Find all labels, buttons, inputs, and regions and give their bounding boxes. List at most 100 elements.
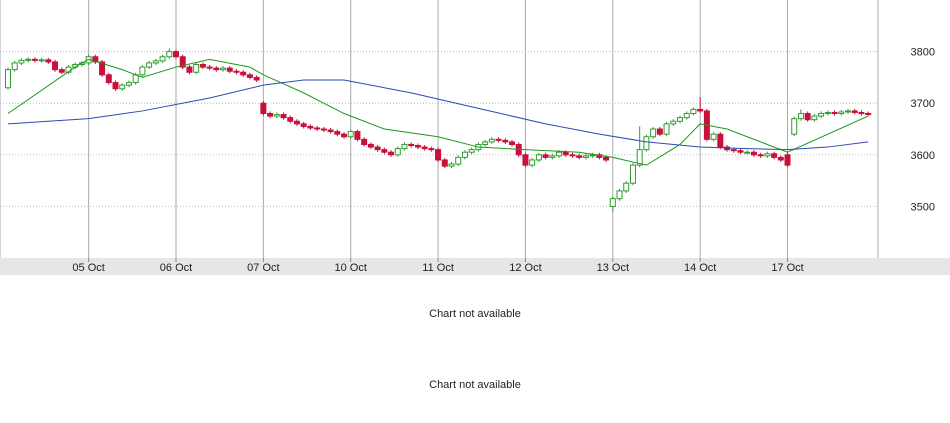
candle-body xyxy=(629,164,636,184)
candle-body xyxy=(838,111,845,115)
x-tick-label: 06 Oct xyxy=(160,262,192,274)
candle-body xyxy=(193,64,200,73)
candle-body xyxy=(522,154,529,166)
candle-body xyxy=(461,151,468,158)
candle-body xyxy=(656,128,663,135)
candle-body xyxy=(206,66,213,69)
y-tick-label: 3600 xyxy=(911,150,935,162)
candle-body xyxy=(414,145,421,148)
candle-body xyxy=(542,154,549,158)
candle-body xyxy=(677,117,683,122)
y-tick-label: 3700 xyxy=(911,98,935,110)
candle-body xyxy=(18,59,25,64)
candle-body xyxy=(179,56,186,68)
x-tick-label: 17 Oct xyxy=(771,262,803,274)
candle-body xyxy=(549,155,556,158)
candle-body xyxy=(31,58,38,61)
candle-body xyxy=(320,128,327,131)
candle-body xyxy=(52,61,59,71)
candle-body xyxy=(448,163,455,167)
candle-body xyxy=(663,123,670,135)
candle-body xyxy=(361,138,368,145)
candle-body xyxy=(287,117,294,122)
y-tick-label: 3500 xyxy=(911,201,935,213)
candle-body xyxy=(771,153,778,158)
candle-body xyxy=(818,113,825,117)
candle-body xyxy=(199,64,206,68)
candle-body xyxy=(777,156,784,161)
candle-body xyxy=(650,128,657,138)
candle-body xyxy=(334,131,341,135)
candle-body xyxy=(307,125,314,129)
candle-body xyxy=(253,76,260,81)
candle-body xyxy=(556,151,563,157)
candle-body xyxy=(267,113,274,117)
candle-body xyxy=(408,143,415,147)
candle-body xyxy=(851,110,858,113)
candle-body xyxy=(354,131,361,140)
candle-body xyxy=(99,61,106,76)
x-tick-label: 11 Oct xyxy=(422,262,454,274)
candle-body xyxy=(226,67,233,72)
candle-body xyxy=(220,67,227,71)
candle-body xyxy=(38,59,45,62)
candle-body xyxy=(273,114,280,117)
candle-body xyxy=(535,154,542,161)
candle-body xyxy=(293,120,300,125)
candle-body xyxy=(280,114,287,119)
candle-body xyxy=(784,154,791,166)
candle-body xyxy=(186,66,193,73)
candle-body xyxy=(58,69,65,73)
candle-body xyxy=(314,127,321,130)
candle-body xyxy=(381,149,388,153)
x-tick-label: 14 Oct xyxy=(684,262,716,274)
candle-body xyxy=(488,138,495,143)
candle-body xyxy=(482,141,489,145)
candle-body xyxy=(125,82,132,86)
candle-body xyxy=(11,62,18,71)
candle-body xyxy=(717,133,724,148)
candle-body xyxy=(495,138,502,141)
x-axis-band xyxy=(0,258,950,275)
candle-body xyxy=(240,71,247,76)
candle-body xyxy=(105,74,112,84)
candle-body xyxy=(831,111,838,115)
candle-body xyxy=(509,141,515,145)
candle-body xyxy=(173,51,179,58)
x-tick-label: 05 Oct xyxy=(72,262,104,274)
candle-body xyxy=(428,148,435,151)
candle-body xyxy=(502,139,509,143)
candle-body xyxy=(394,148,401,156)
candle-body xyxy=(797,113,804,120)
candle-body xyxy=(697,108,704,112)
candle-body xyxy=(710,133,717,140)
candle-body xyxy=(152,60,159,64)
candle-body xyxy=(139,66,146,76)
candle-body xyxy=(562,151,569,156)
candle-body xyxy=(159,56,166,62)
candle-body xyxy=(5,69,11,89)
candle-body xyxy=(569,154,576,157)
y-tick-label: 3800 xyxy=(911,47,935,59)
candle-body xyxy=(603,156,610,161)
candle-body xyxy=(858,111,865,115)
message: Chart not available xyxy=(429,379,521,391)
x-tick-label: 13 Oct xyxy=(597,262,629,274)
candle-body xyxy=(146,62,153,68)
candle-body xyxy=(609,198,616,207)
candle-body xyxy=(327,129,334,133)
candle-body xyxy=(213,67,220,71)
candle-body xyxy=(401,143,408,150)
candle-body xyxy=(45,59,52,63)
message: Chart not available xyxy=(429,308,521,320)
candle-body xyxy=(233,70,240,73)
candle-body xyxy=(455,156,462,165)
candle-body xyxy=(811,115,818,121)
candle-body xyxy=(112,82,119,90)
candle-body xyxy=(623,182,630,192)
candle-body xyxy=(750,151,757,156)
candle-body xyxy=(25,58,32,61)
candle-body xyxy=(166,51,173,58)
candle-body xyxy=(683,113,690,119)
